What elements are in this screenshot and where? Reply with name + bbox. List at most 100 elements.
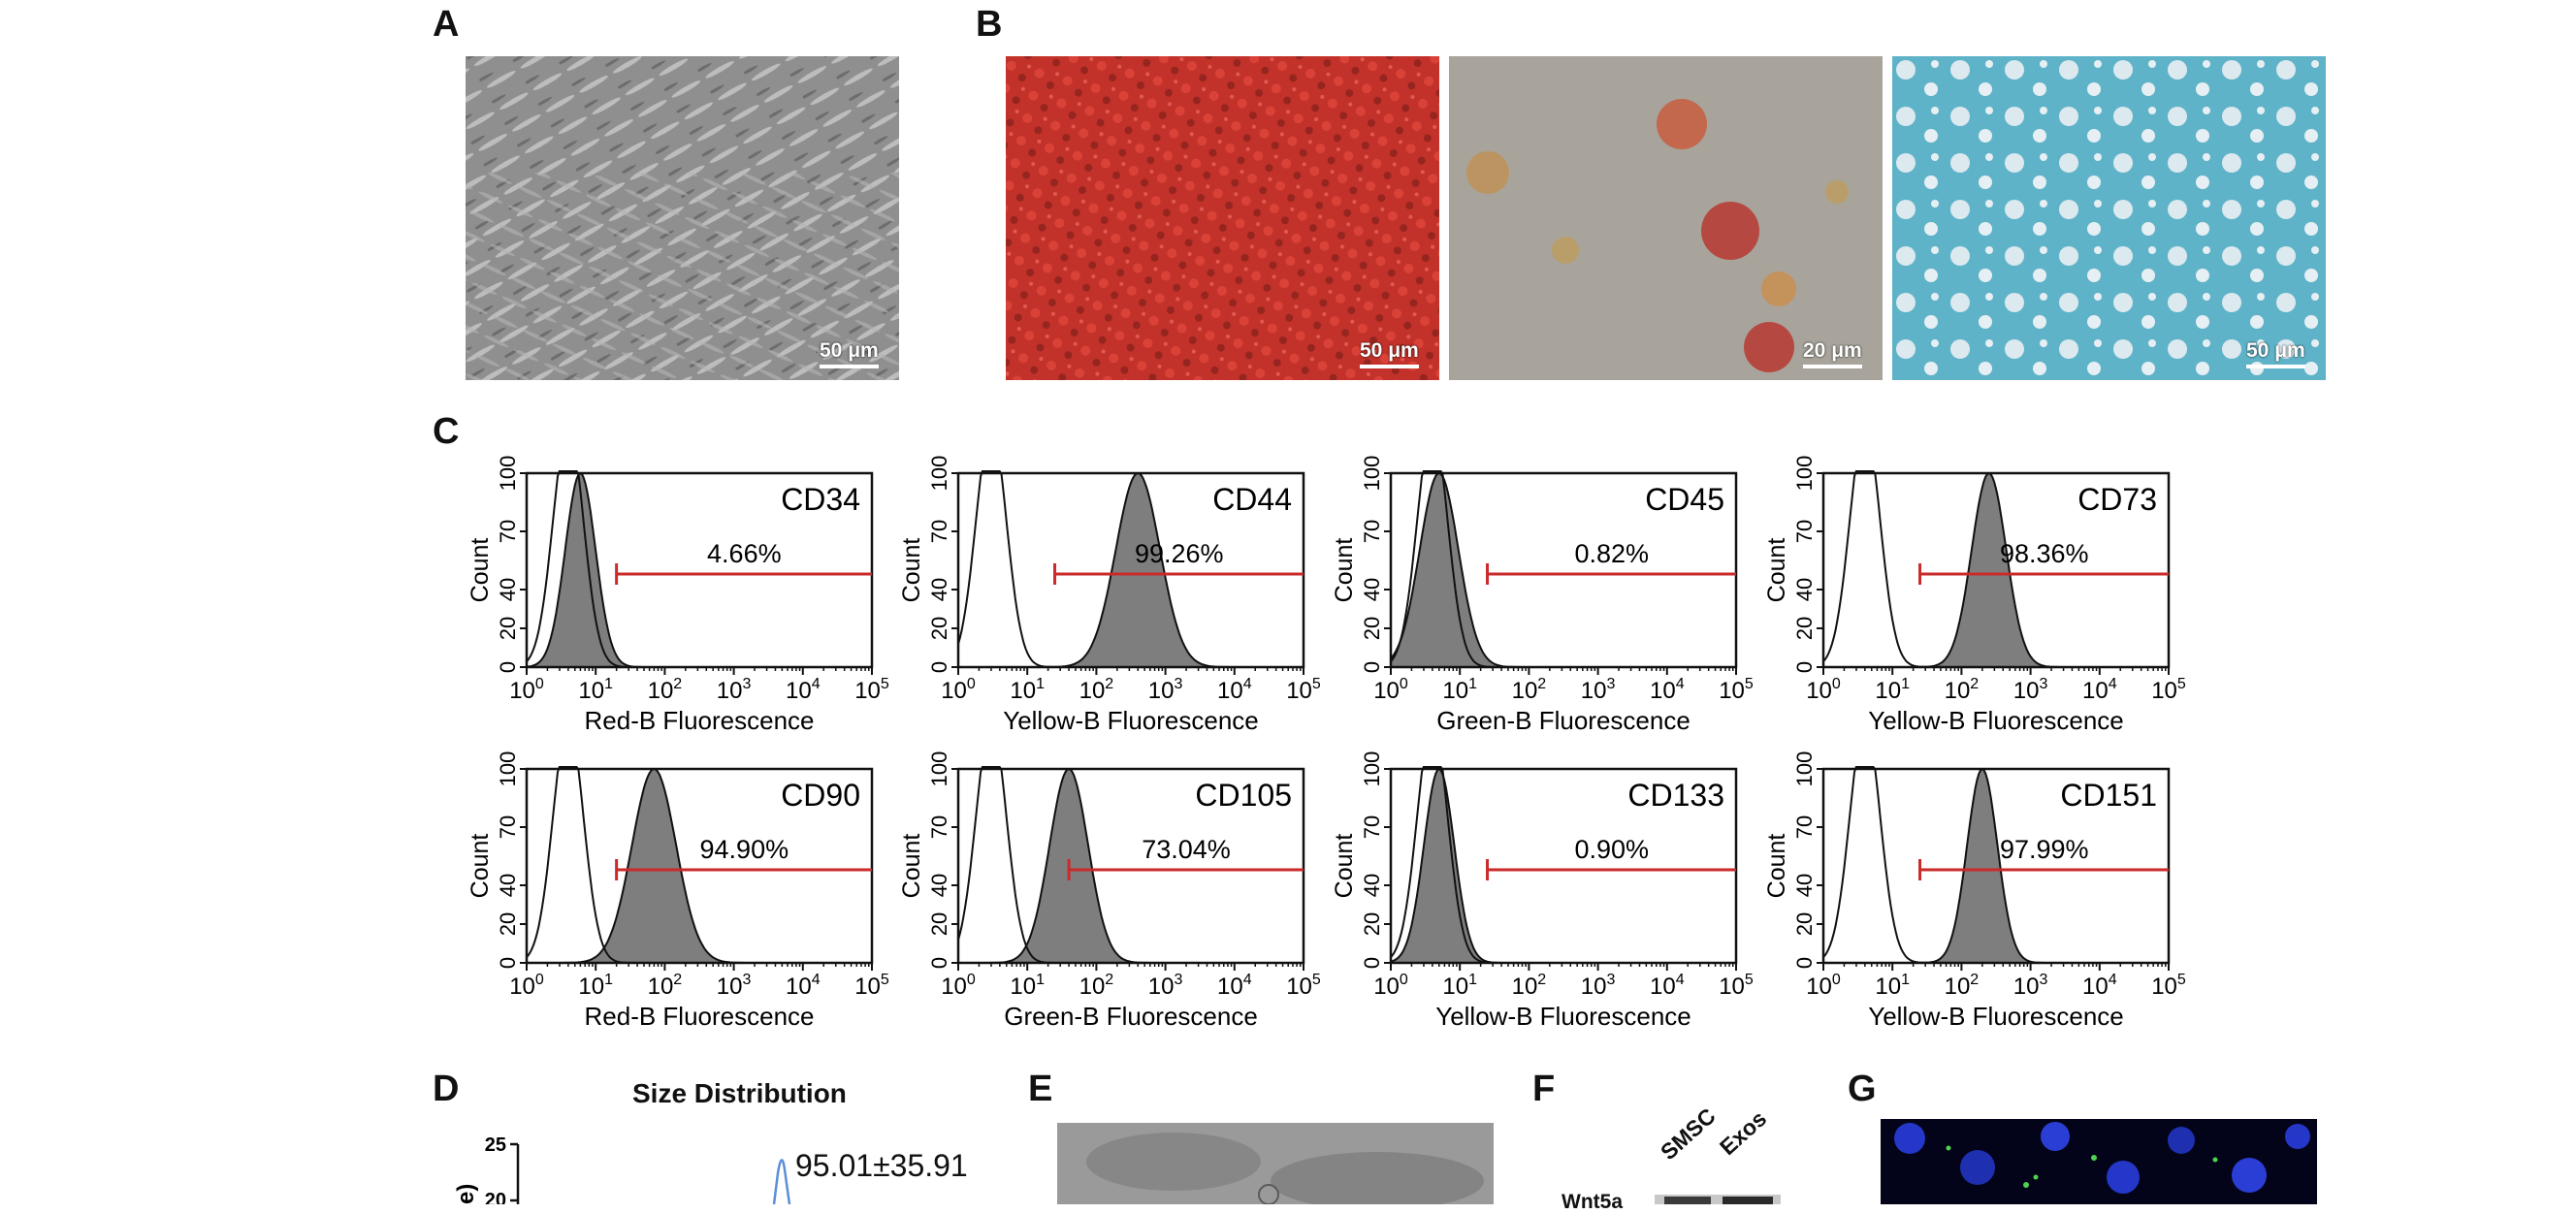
- x-tick-label: 102: [648, 676, 683, 704]
- x-tick-label: 102: [1512, 676, 1547, 704]
- x-tick-label: 101: [578, 676, 613, 704]
- gate-percent-label: 0.82%: [1574, 539, 1649, 568]
- x-tick-exponent: 2: [1537, 972, 1546, 988]
- x-tick-label: 104: [2082, 972, 2117, 1000]
- y-tick-label: 70: [1792, 520, 1817, 543]
- y-tick-label: 100: [1360, 751, 1384, 787]
- x-tick-exponent: 3: [1606, 972, 1615, 988]
- x-tick-exponent: 2: [673, 676, 682, 692]
- x-tick-label: 103: [2013, 972, 2048, 1000]
- panel-d-y-tick-label: 20: [485, 1190, 506, 1204]
- x-tick-exponent: 4: [1676, 972, 1685, 988]
- y-tick-label: 40: [496, 874, 520, 897]
- red-stain-texture: [1006, 56, 1439, 380]
- y-tick-label: 40: [1360, 874, 1384, 897]
- x-axis-label: Yellow-B Fluorescence: [1003, 706, 1259, 735]
- y-tick-label: 0: [496, 957, 520, 969]
- y-tick-label: 100: [496, 751, 520, 787]
- marker-label: CD73: [2077, 482, 2157, 517]
- x-tick-label: 104: [1217, 676, 1252, 704]
- x-tick-exponent: 1: [1036, 676, 1045, 692]
- x-tick-exponent: 4: [1676, 676, 1685, 692]
- x-tick-label: 105: [1286, 676, 1321, 704]
- blot-band-smsc: [1664, 1197, 1711, 1204]
- y-tick-label: 70: [1360, 815, 1384, 839]
- y-tick-label: 40: [496, 578, 520, 601]
- y-tick-label: 20: [927, 912, 951, 936]
- x-axis-label: Red-B Fluorescence: [585, 1002, 815, 1031]
- y-tick-label: 40: [1792, 874, 1817, 897]
- micrograph-b-osteogenic-stain: 50 μm: [1006, 56, 1439, 380]
- nuclei-texture: [1894, 1122, 2310, 1194]
- x-tick-exponent: 0: [535, 676, 544, 692]
- plot-frame: [1389, 767, 1738, 965]
- y-tick-label: 100: [1792, 456, 1817, 492]
- x-tick-exponent: 2: [673, 972, 682, 988]
- x-tick-exponent: 2: [1970, 972, 1979, 988]
- y-tick-label: 70: [927, 815, 951, 839]
- y-tick-label: 20: [1360, 617, 1384, 640]
- panel-label-c: C: [433, 411, 460, 452]
- x-tick-label: 101: [1442, 972, 1477, 1000]
- x-tick-label: 100: [509, 676, 544, 704]
- x-tick-label: 104: [2082, 676, 2117, 704]
- x-tick-exponent: 1: [1036, 972, 1045, 988]
- y-tick-label: 100: [927, 751, 951, 787]
- x-tick-exponent: 4: [1243, 676, 1252, 692]
- x-tick-label: 104: [786, 972, 821, 1000]
- marker-label: CD105: [1195, 778, 1292, 813]
- x-tick-exponent: 1: [1901, 972, 1910, 988]
- fluorescence-micrograph-g: [1881, 1119, 2317, 1204]
- y-tick-label: 0: [927, 661, 951, 673]
- tem-texture: [1086, 1133, 1484, 1204]
- y-tick-label: 20: [927, 617, 951, 640]
- panel-label-g: G: [1848, 1069, 1877, 1109]
- y-tick-label: 0: [1360, 957, 1384, 969]
- x-tick-exponent: 3: [1174, 676, 1182, 692]
- x-tick-label: 101: [1010, 972, 1045, 1000]
- x-tick-exponent: 0: [1832, 972, 1841, 988]
- plot-frame: [1389, 471, 1738, 669]
- y-tick-label: 40: [927, 874, 951, 897]
- x-tick-exponent: 5: [881, 676, 889, 692]
- y-tick-label: 100: [496, 456, 520, 492]
- x-tick-exponent: 5: [1745, 972, 1754, 988]
- lipid-droplet-texture: [1466, 99, 1849, 372]
- gate-percent-label: 94.90%: [700, 835, 789, 864]
- y-tick-label: 0: [1792, 661, 1817, 673]
- x-tick-exponent: 5: [881, 972, 889, 988]
- y-tick-label: 0: [496, 661, 520, 673]
- y-axis-label: Count: [1331, 834, 1358, 899]
- x-tick-exponent: 1: [604, 972, 613, 988]
- x-tick-exponent: 3: [742, 676, 751, 692]
- y-tick-label: 70: [496, 520, 520, 543]
- gate-percent-label: 0.90%: [1574, 835, 1649, 864]
- x-tick-label: 100: [1373, 676, 1408, 704]
- x-tick-label: 105: [2151, 676, 2186, 704]
- panel-d-y-axis-label: e): [453, 1184, 479, 1204]
- y-axis-label: Count: [898, 538, 925, 603]
- y-tick-label: 20: [1792, 912, 1817, 936]
- x-tick-exponent: 0: [1832, 676, 1841, 692]
- scale-bar-a: 50 μm: [820, 339, 879, 368]
- x-tick-exponent: 0: [535, 972, 544, 988]
- x-axis-label: Yellow-B Fluorescence: [1868, 1002, 2124, 1031]
- marker-label: CD151: [2060, 778, 2157, 813]
- panel-label-e: E: [1028, 1069, 1053, 1109]
- plot-frame: [1821, 767, 2171, 965]
- scale-bar-b3: 50 μm: [2246, 339, 2305, 368]
- plot-frame: [1821, 471, 2171, 669]
- y-tick-label: 70: [496, 815, 520, 839]
- panel-d-size-plot: 25 20 e): [453, 1134, 791, 1204]
- x-tick-label: 102: [648, 972, 683, 1000]
- x-tick-label: 100: [509, 972, 544, 1000]
- x-tick-label: 104: [1650, 972, 1685, 1000]
- panel-label-a: A: [433, 4, 460, 45]
- y-axis-label: Count: [467, 834, 494, 899]
- x-tick-exponent: 2: [1105, 676, 1113, 692]
- x-tick-exponent: 5: [2177, 676, 2186, 692]
- blot-band-exos: [1723, 1197, 1773, 1204]
- x-tick-label: 103: [1581, 972, 1616, 1000]
- x-tick-label: 103: [717, 676, 752, 704]
